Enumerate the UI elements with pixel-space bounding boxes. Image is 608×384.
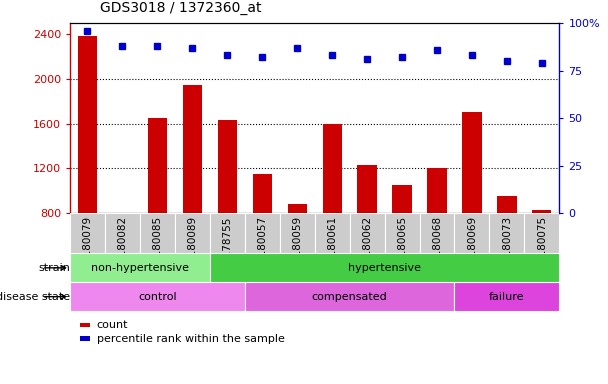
Bar	[78, 36, 97, 213]
Bar	[140, 213, 175, 253]
Text: GSM180089: GSM180089	[187, 216, 197, 280]
Bar	[70, 253, 210, 282]
Text: GSM178755: GSM178755	[223, 216, 232, 280]
Text: compensated: compensated	[312, 291, 387, 302]
Bar	[420, 213, 454, 253]
Bar	[244, 282, 454, 311]
Text: GSM180062: GSM180062	[362, 216, 372, 280]
Bar	[175, 213, 210, 253]
Text: GSM180065: GSM180065	[397, 216, 407, 280]
Text: GSM180075: GSM180075	[537, 216, 547, 280]
Text: non-hypertensive: non-hypertensive	[91, 263, 189, 273]
Bar	[462, 113, 482, 213]
Text: GSM180073: GSM180073	[502, 216, 512, 280]
Bar	[392, 185, 412, 213]
Bar	[524, 213, 559, 253]
Bar	[454, 213, 489, 253]
Bar	[385, 213, 420, 253]
Bar	[322, 124, 342, 213]
Text: GSM180059: GSM180059	[292, 216, 302, 280]
Bar	[105, 213, 140, 253]
Bar	[427, 169, 447, 213]
Text: GSM180061: GSM180061	[327, 216, 337, 280]
Text: GSM180079: GSM180079	[83, 216, 92, 280]
Bar	[252, 174, 272, 213]
Text: GSM180085: GSM180085	[153, 216, 162, 280]
Text: GSM180069: GSM180069	[467, 216, 477, 280]
Bar	[244, 213, 280, 253]
Text: hypertensive: hypertensive	[348, 263, 421, 273]
Text: strain: strain	[38, 263, 70, 273]
Text: GDS3018 / 1372360_at: GDS3018 / 1372360_at	[100, 2, 262, 15]
Bar	[70, 282, 244, 311]
Text: disease state: disease state	[0, 291, 70, 302]
Bar	[350, 213, 384, 253]
Bar	[80, 336, 91, 341]
Bar	[358, 165, 377, 213]
Text: failure: failure	[489, 291, 525, 302]
Bar	[70, 213, 105, 253]
Bar	[182, 84, 202, 213]
Bar	[454, 282, 559, 311]
Bar	[497, 196, 517, 213]
Text: count: count	[97, 320, 128, 330]
Text: control: control	[138, 291, 177, 302]
Bar	[148, 118, 167, 213]
Bar	[315, 213, 350, 253]
Bar	[210, 213, 244, 253]
Text: GSM180068: GSM180068	[432, 216, 442, 280]
Bar	[280, 213, 315, 253]
Text: GSM180057: GSM180057	[257, 216, 267, 280]
Bar	[210, 253, 559, 282]
Bar	[288, 204, 307, 213]
Bar	[532, 210, 551, 213]
Bar	[489, 213, 525, 253]
Text: GSM180082: GSM180082	[117, 216, 127, 280]
Bar	[80, 323, 91, 327]
Bar	[218, 120, 237, 213]
Text: percentile rank within the sample: percentile rank within the sample	[97, 334, 285, 344]
